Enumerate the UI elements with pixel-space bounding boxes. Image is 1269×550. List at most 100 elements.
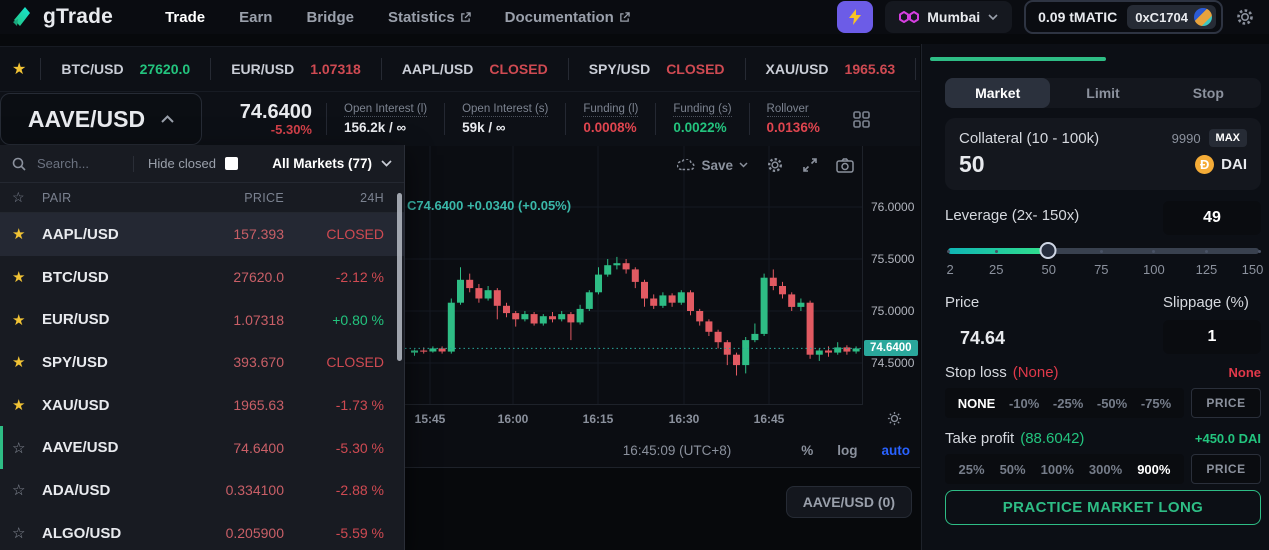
network-selector[interactable]: Mumbai [885,1,1013,33]
nav-item-documentation[interactable]: Documentation [505,9,630,26]
take-profit-option-100%[interactable]: 100% [1040,461,1074,477]
max-button[interactable]: MAX [1208,129,1247,147]
take-profit-value: +450.0 DAI [1194,431,1261,446]
chart-footer: 16:45:09 (UTC+8) % log auto [405,432,920,468]
open-trades-tab[interactable]: AAVE/USD (0) [785,486,912,518]
ticker-item[interactable]: XAU/USD 1965.63 [744,58,916,80]
quick-action-button[interactable] [837,1,874,33]
nav-item-bridge[interactable]: Bridge [306,8,354,26]
stat-value: 156.2k / ∞ [344,120,407,135]
take-profit-options: 25% 50% 100% 300% 900% [945,454,1184,484]
market-row-spy-usd[interactable]: ★ SPY/USD 393.670 CLOSED [0,341,404,384]
market-search-input[interactable] [35,155,127,172]
star-filled-icon[interactable]: ★ [12,269,26,287]
stop-loss-option--75%[interactable]: -75% [1140,395,1172,411]
ticker-items: BTC/USD 27620.0 EUR/USD 1.07318 AAPL/USD CLOS… [40,58,956,80]
chart-settings-gear-icon[interactable] [766,156,784,174]
star-outline-icon[interactable]: ☆ [12,439,26,457]
grid-layout-icon[interactable] [853,110,870,128]
nav-item-statistics[interactable]: Statistics [388,9,471,26]
stop-loss-option--25%[interactable]: -25% [1052,395,1084,411]
market-row-eur-usd[interactable]: ★ EUR/USD 1.07318 +0.80 % [0,298,404,341]
stop-loss-label-row: Stop loss (None) None [945,364,1261,381]
market-row-algo-usd[interactable]: ☆ ALGO/USD 0.205900 -5.59 % [0,512,404,550]
order-tab-market[interactable]: Market [945,78,1051,108]
star-outline-icon[interactable]: ☆ [12,525,26,543]
divider [133,155,134,172]
slider-tick [1204,249,1208,253]
chart-toolbar: Save [677,156,854,174]
market-row-ada-usd[interactable]: ☆ ADA/USD 0.334100 -2.88 % [0,469,404,512]
ticker-item[interactable]: EUR/USD 1.07318 [210,58,381,80]
x-axis-label: 16:45 [753,412,785,426]
take-profit-option-50%[interactable]: 50% [999,461,1026,477]
slippage-input[interactable]: 1 [1163,320,1261,354]
row-change: -2.88 % [335,482,384,499]
row-pair: ADA/USD [42,481,111,499]
leverage-tick-50: 50 [1041,262,1056,277]
price-axis[interactable]: 74.6400 76.0000 75.5000 75.0000 74.5000 [862,146,920,405]
order-tab-limit[interactable]: Limit [1086,85,1120,101]
time-axis[interactable]: 15:45 16:00 16:15 16:30 16:45 [405,405,920,432]
stop-loss-price-button[interactable]: PRICE [1191,388,1261,418]
axis-settings-icon[interactable] [887,411,902,426]
submit-order-button[interactable]: PRACTICE MARKET LONG [945,490,1261,525]
star-outline-icon[interactable]: ☆ [12,482,26,500]
market-row-aave-usd[interactable]: ☆ AAVE/USD 74.6400 -5.30 % [0,426,404,469]
wallet-address-pill[interactable]: 0xC1704 [1127,5,1216,29]
chart-plot-area[interactable]: C74.6400 +0.0340 (+0.05%) Save [405,146,862,405]
leverage-tick-75: 75 [1094,262,1109,277]
leverage-slider[interactable] [946,242,1261,259]
ticker-item[interactable]: AAPL/USD CLOSED [380,58,568,80]
star-filled-icon[interactable]: ★ [12,311,26,329]
order-tab-stop[interactable]: Stop [1192,85,1224,101]
bottom-strip: AAVE/USD (0) [0,468,920,550]
take-profit-option-900%[interactable]: 900% [1137,461,1171,477]
stat-label[interactable]: Funding (s) [673,103,732,117]
stat-label[interactable]: Open Interest (s) [462,103,549,117]
fullscreen-icon[interactable] [802,157,818,173]
nav-item-earn[interactable]: Earn [239,8,273,26]
market-row-aapl-usd[interactable]: ★ AAPL/USD 157.393 CLOSED [0,213,404,256]
leverage-input[interactable]: 49 [1163,201,1261,235]
row-price: 157.393 [233,226,284,243]
wallet-box[interactable]: 0.09 tMATIC 0xC1704 [1024,0,1223,34]
take-profit-option-300%[interactable]: 300% [1088,461,1123,477]
stop-loss-option--50%[interactable]: -50% [1096,395,1128,411]
stat-label[interactable]: Funding (l) [583,103,639,117]
row-change: CLOSED [326,354,384,371]
axis-mode-log[interactable]: log [837,442,858,458]
leverage-slider-handle[interactable] [1039,242,1057,259]
stop-loss-option-none[interactable]: NONE [957,395,996,411]
pair-selector-button[interactable]: AAVE/USD [0,93,202,145]
chart-save-button[interactable]: Save [677,158,748,173]
star-column-icon[interactable]: ☆ [12,189,25,205]
stat-label[interactable]: Open Interest (l) [344,103,428,117]
star-filled-icon[interactable]: ★ [12,354,26,372]
stat-label[interactable]: Rollover [766,103,809,117]
hide-closed-checkbox[interactable] [224,157,238,170]
collateral-input[interactable]: 50 [959,151,985,177]
take-profit-price-button[interactable]: PRICE [1191,454,1261,484]
market-selector-dropdown: Hide closed All Markets (77) ☆ PAIR PRIC… [0,145,405,550]
settings-gear-icon[interactable] [1235,7,1255,27]
stop-loss-option--10%[interactable]: -10% [1008,395,1040,411]
market-filter-dropdown[interactable]: All Markets (77) [272,156,392,171]
favorites-star-icon[interactable]: ★ [12,61,27,78]
nav-item-trade[interactable]: Trade [165,8,206,26]
star-filled-icon[interactable]: ★ [12,226,26,244]
axis-mode-%[interactable]: % [801,442,814,458]
axis-mode-auto[interactable]: auto [881,442,911,458]
slider-tick [994,249,998,253]
ticker-item[interactable]: SPY/USD CLOSED [567,58,745,80]
market-row-xau-usd[interactable]: ★ XAU/USD 1965.63 -1.73 % [0,384,404,427]
star-filled-icon[interactable]: ★ [12,397,26,415]
pair-header: AAVE/USD 74.6400 -5.30% Open Interest (l… [0,92,920,146]
snapshot-camera-icon[interactable] [836,157,854,173]
chart-clock[interactable]: 16:45:09 (UTC+8) [622,442,732,458]
take-profit-option-25%[interactable]: 25% [958,461,985,477]
dropdown-scrollbar[interactable] [397,193,402,361]
brand[interactable]: gTrade [0,5,113,29]
ticker-item[interactable]: BTC/USD 27620.0 [40,58,210,80]
market-row-btc-usd[interactable]: ★ BTC/USD 27620.0 -2.12 % [0,256,404,299]
